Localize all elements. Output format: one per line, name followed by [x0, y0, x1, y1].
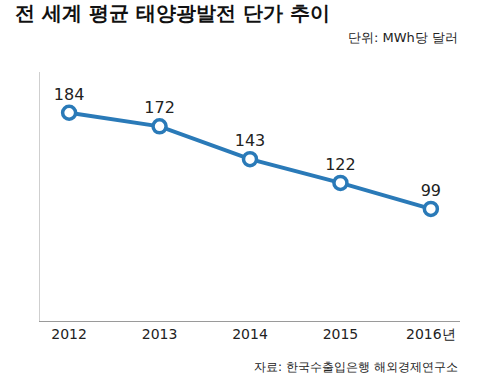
svg-text:143: 143: [235, 131, 266, 150]
svg-text:184: 184: [54, 85, 85, 104]
svg-text:172: 172: [144, 98, 175, 117]
svg-text:전 세계 평균 태양광발전 단가 추이: 전 세계 평균 태양광발전 단가 추이: [15, 1, 330, 25]
svg-text:단위: MWh당 달러: 단위: MWh당 달러: [348, 30, 458, 45]
svg-text:2016년: 2016년: [406, 326, 456, 342]
svg-text:2012: 2012: [51, 326, 87, 342]
svg-text:99: 99: [421, 181, 441, 200]
svg-text:122: 122: [325, 155, 356, 174]
svg-text:자료: 한국수출입은행 해외경제연구소: 자료: 한국수출입은행 해외경제연구소: [254, 360, 458, 374]
svg-text:2013: 2013: [142, 326, 178, 342]
svg-text:2015: 2015: [323, 326, 359, 342]
svg-text:2014: 2014: [232, 326, 268, 342]
